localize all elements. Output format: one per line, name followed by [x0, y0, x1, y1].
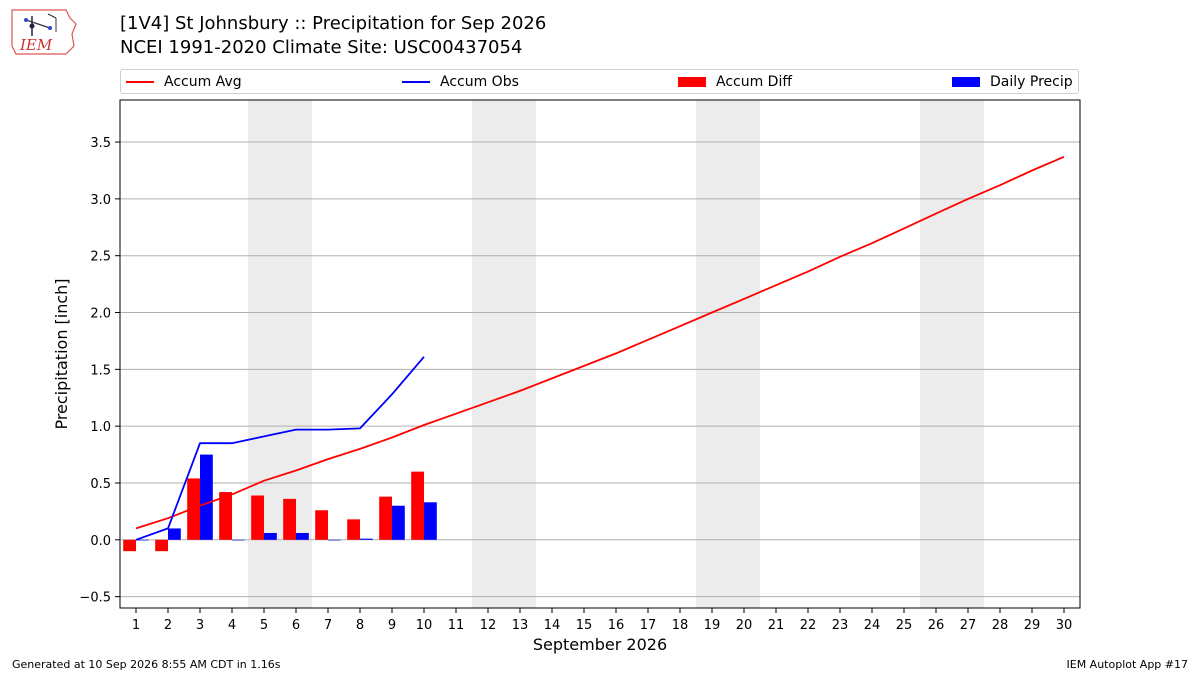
x-tick-label: 9 [388, 618, 396, 633]
x-tick-label: 30 [1056, 618, 1073, 633]
app-footer: IEM Autoplot App #17 [1066, 658, 1189, 671]
accum-diff-bar [251, 495, 264, 540]
x-axis-label: September 2026 [533, 635, 667, 654]
x-tick-label: 4 [228, 618, 236, 633]
y-tick-label: 2.5 [90, 250, 111, 265]
legend-label-accum-avg: Accum Avg [164, 73, 242, 90]
legend-swatch-accum-avg [126, 80, 154, 83]
plot-frame [119, 99, 1081, 609]
legend-label-accum-obs: Accum Obs [440, 73, 519, 90]
x-tick-label: 16 [608, 618, 625, 633]
y-tick-label: −0.5 [79, 591, 111, 606]
x-axis-ticks: 1 2 3 4 5 6 7 8 9 10 11 12 13 14 15 16 17 18 19 20 21 22 23 24 2… [132, 608, 1072, 633]
x-tick-label: 6 [292, 618, 300, 633]
legend-item-accum-diff: Accum Diff [678, 70, 792, 93]
legend-item-daily-precip: Daily Precip [952, 70, 1073, 93]
daily-precip-bar [168, 528, 181, 540]
accum-diff-bar [347, 519, 360, 540]
daily-precip-bar [360, 538, 373, 540]
y-tick-label: 2.0 [90, 307, 111, 322]
logo-text: IEM [19, 36, 53, 54]
weekend-band [952, 100, 984, 608]
daily-precip-bar [232, 539, 245, 541]
daily-precip-bar [200, 454, 213, 540]
y-tick-label: 3.0 [90, 193, 111, 208]
legend-swatch-accum-diff [678, 76, 706, 87]
x-tick-label: 25 [896, 618, 913, 633]
daily-precip-bar [392, 505, 405, 540]
x-tick-label: 12 [480, 618, 497, 633]
chart-legend: Accum Avg Accum Obs Accum Diff Daily Pre… [120, 69, 1079, 94]
daily-precip-bar [296, 532, 309, 540]
x-tick-label: 10 [416, 618, 433, 633]
x-tick-label: 18 [672, 618, 689, 633]
line-series [135, 155, 1065, 541]
x-tick-label: 11 [448, 618, 465, 633]
x-tick-label: 26 [928, 618, 945, 633]
x-tick-label: 28 [992, 618, 1009, 633]
x-tick-label: 7 [324, 618, 332, 633]
x-tick-label: 17 [640, 618, 657, 633]
x-tick-label: 8 [356, 618, 364, 633]
x-tick-label: 14 [544, 618, 561, 633]
accum-diff-bar [283, 498, 296, 540]
x-tick-label: 27 [960, 618, 977, 633]
x-tick-label: 29 [1024, 618, 1041, 633]
accum-diff-bar [379, 496, 392, 540]
legend-label-daily-precip: Daily Precip [990, 73, 1073, 90]
y-tick-label: 0.0 [90, 534, 111, 549]
y-tick-label: 3.5 [90, 136, 111, 151]
chart-title: [1V4] St Johnsbury :: Precipitation for … [120, 13, 547, 34]
accum-diff-bar [155, 539, 168, 552]
accum-obs-line [135, 356, 425, 541]
legend-swatch-accum-obs [402, 80, 430, 83]
legend-item-accum-obs: Accum Obs [402, 70, 519, 93]
x-tick-label: 1 [132, 618, 140, 633]
y-tick-label: 1.5 [90, 363, 111, 378]
y-axis-label: Precipitation [inch] [52, 278, 71, 429]
weekend-band [696, 100, 728, 608]
accum-diff-bar [123, 539, 136, 552]
accum-diff-bar [315, 510, 328, 540]
daily-precip-bar [136, 539, 149, 541]
x-tick-label: 20 [736, 618, 753, 633]
weekend-band [504, 100, 536, 608]
x-tick-label: 3 [196, 618, 204, 633]
y-tick-label: 1.0 [90, 420, 111, 435]
x-tick-label: 22 [800, 618, 817, 633]
x-tick-label: 2 [164, 618, 172, 633]
weekend-band [472, 100, 504, 608]
grid-lines [120, 141, 1080, 598]
y-tick-label: 0.5 [90, 477, 111, 492]
legend-item-accum-avg: Accum Avg [126, 70, 242, 93]
x-tick-label: 21 [768, 618, 785, 633]
legend-swatch-daily-precip [952, 76, 980, 87]
accum-diff-bar [219, 492, 232, 540]
x-tick-label: 13 [512, 618, 529, 633]
iem-logo: IEM [11, 9, 77, 55]
weekend-shading [248, 100, 984, 608]
chart-subtitle: NCEI 1991-2020 Climate Site: USC00437054 [120, 37, 523, 58]
accum-avg-line [135, 155, 1065, 530]
legend-label-accum-diff: Accum Diff [716, 73, 793, 90]
x-tick-label: 24 [864, 618, 881, 633]
y-axis-ticks: −0.5 0.0 0.5 1.0 1.5 2.0 2.5 3.0 3.5 [79, 136, 120, 606]
x-tick-label: 5 [260, 618, 268, 633]
weekend-band [920, 100, 952, 608]
generated-footer: Generated at 10 Sep 2026 8:55 AM CDT in … [12, 658, 281, 671]
daily-precip-bar [424, 502, 437, 540]
x-tick-label: 19 [704, 618, 721, 633]
x-tick-label: 23 [832, 618, 849, 633]
accum-diff-bar [411, 471, 424, 540]
weekend-band [728, 100, 760, 608]
x-tick-label: 15 [576, 618, 593, 633]
daily-precip-bar [264, 532, 277, 540]
daily-precip-bar [328, 539, 341, 541]
